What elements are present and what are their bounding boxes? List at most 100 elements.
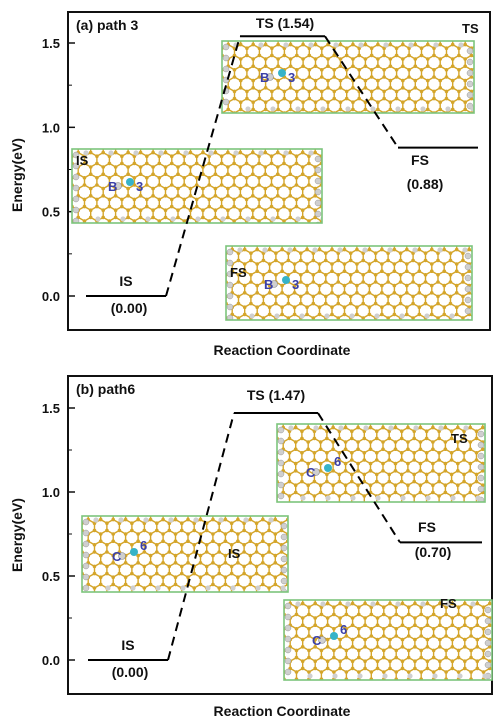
edge-atom (438, 425, 444, 431)
edge-atom (477, 441, 485, 449)
y-tick-label: 1.5 (42, 36, 60, 51)
edge-atom (345, 106, 351, 112)
edge-atom (463, 425, 469, 431)
edge-atom (226, 270, 234, 278)
site-label: 6 (140, 538, 147, 553)
panel-label: (b) path6 (76, 381, 135, 397)
edge-atom (95, 216, 101, 222)
edge-atom (312, 247, 318, 253)
structure-inset-ts: C 6 TS (276, 423, 486, 503)
site-label: 3 (288, 70, 295, 85)
graphene-lattice (72, 149, 322, 223)
x-axis-label: Reaction Coordinate (214, 703, 351, 719)
edge-atom (374, 313, 380, 319)
edge-atom (277, 426, 285, 434)
y-tick-label: 0.0 (42, 289, 60, 304)
inset-border (81, 515, 289, 593)
graphene-lattice (277, 424, 485, 502)
edge-atom (280, 577, 288, 585)
edge-atom (382, 673, 388, 679)
edge-atom (222, 43, 230, 51)
edge-atom (338, 425, 344, 431)
structure-inset-is: C 6 IS (81, 515, 289, 593)
edge-atom (399, 313, 405, 319)
dopant-label: B (260, 70, 269, 85)
y-axis-label: Energy(eV) (9, 498, 25, 572)
edge-atom (420, 601, 426, 607)
edge-atom (72, 217, 80, 223)
edge-atom (287, 247, 293, 253)
state-label-is: IS (121, 637, 134, 653)
dopant-label: C (312, 633, 322, 648)
edge-atom (93, 517, 99, 523)
plot-frame (67, 11, 491, 331)
edge-atom (295, 106, 301, 112)
edge-atom (466, 47, 474, 55)
migrating-atom (278, 69, 286, 77)
edge-atom (120, 216, 126, 222)
edge-atom (320, 601, 326, 607)
edge-atom (158, 150, 164, 156)
pathway-connector (165, 35, 241, 297)
edge-atom (477, 430, 485, 438)
edge-atom (170, 216, 176, 222)
edge-atom (270, 216, 276, 222)
edge-atom (363, 425, 369, 431)
edge-atom (295, 216, 301, 222)
edge-atom (464, 274, 472, 282)
edge-atom (314, 155, 322, 163)
edge-atom (445, 106, 451, 112)
edge-atom (277, 492, 285, 500)
migrating-atom (330, 632, 338, 640)
edge-atom (155, 585, 161, 591)
edge-atom (130, 585, 136, 591)
edge-atom (484, 661, 492, 669)
edge-atom (284, 613, 292, 621)
edge-atom (208, 150, 214, 156)
structure-inset-ts: B 3 TS (221, 21, 479, 114)
edge-atom (270, 106, 276, 112)
edge-atom (345, 601, 351, 607)
edge-atom (226, 248, 234, 256)
edge-atom (226, 292, 234, 300)
graphene-lattice (222, 41, 474, 113)
panel-a: 0.0 0.5 1.0 1.5 Reaction Coordinate Energy(eV… (9, 11, 491, 358)
edge-atom (387, 247, 393, 253)
structure-inset-fs: C 6 FS (283, 596, 493, 681)
edge-atom (280, 533, 288, 541)
edge-atom (277, 459, 285, 467)
edge-atom (464, 285, 472, 293)
edge-atom (437, 247, 443, 253)
dopant-atom (118, 552, 126, 560)
edge-atom (484, 628, 492, 636)
edge-atom (220, 216, 226, 222)
panel-b: 0.0 0.5 1.0 1.5 Reaction Coordinate Energy(eV… (9, 375, 493, 719)
edge-atom (284, 624, 292, 632)
edge-atom (82, 540, 90, 548)
dopant-label: B (264, 277, 273, 292)
pathway-connector (324, 35, 399, 149)
edge-atom (332, 673, 338, 679)
y-tick-label: 1.5 (42, 401, 60, 416)
edge-atom (400, 495, 406, 501)
edge-atom (450, 495, 456, 501)
dopant-atom (114, 182, 122, 190)
dopant-atom (266, 73, 274, 81)
x-axis-label: Reaction Coordinate (214, 342, 351, 358)
edge-atom (280, 522, 288, 530)
edge-atom (245, 106, 251, 112)
inset-label: FS (230, 265, 247, 280)
edge-atom (470, 106, 474, 112)
edge-atom (226, 314, 234, 320)
edge-atom (82, 584, 90, 592)
edge-atom (72, 184, 80, 192)
structure-inset-is: B 3 IS (71, 148, 323, 224)
y-tick-label: 0.5 (42, 569, 60, 584)
edge-atom (284, 602, 292, 610)
edge-atom (168, 517, 174, 523)
edge-atom (407, 673, 413, 679)
y-tick-label: 0.0 (42, 653, 60, 668)
edge-atom (313, 425, 319, 431)
edge-atom (237, 247, 243, 253)
edge-atom (358, 42, 364, 48)
